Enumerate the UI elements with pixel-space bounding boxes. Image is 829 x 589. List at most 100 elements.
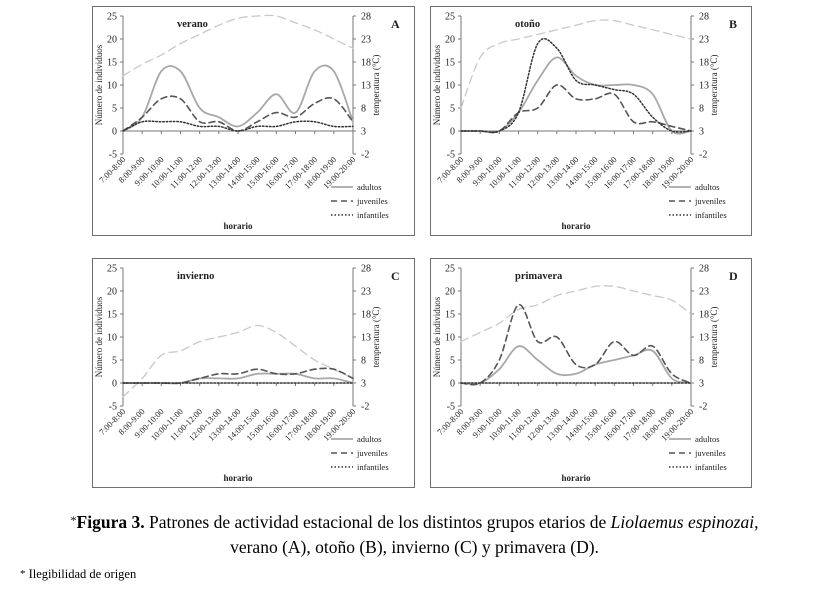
y-tick-label: 25 [107, 264, 117, 275]
legend-adultos-label: adultos [357, 182, 382, 192]
legend-juveniles-label: juveniles [694, 196, 726, 206]
y-tick-label: 20 [107, 35, 117, 46]
y2-tick-label: 13 [361, 333, 371, 344]
y-tick-label: 20 [445, 287, 455, 298]
y-tick-label: 20 [107, 287, 117, 298]
chart-c-title: invierno [177, 271, 214, 282]
chart-b-y2label: temperatura (°C) [709, 55, 719, 116]
y-tick-label: 5 [450, 104, 455, 115]
y-tick-label: -5 [109, 402, 117, 413]
y2-tick-label: 28 [699, 12, 709, 23]
legend-adultos-label: adultos [695, 434, 720, 444]
y2-tick-label: 13 [699, 81, 709, 92]
legend-infantiles-label: infantiles [357, 462, 389, 472]
chart-d-y2label: temperatura (°C) [709, 307, 719, 368]
series-adultos-line [460, 56, 692, 135]
y-tick-label: 15 [445, 310, 455, 321]
y2-tick-label: 3 [361, 379, 366, 390]
chart-b-letter: B [729, 17, 737, 31]
chart-a-svg: -50510152025-238131823287:00-8:008:00-9:… [94, 12, 400, 232]
series-adultos-line [460, 345, 692, 385]
series-temperatura-line [122, 324, 354, 398]
y-tick-label: 10 [445, 81, 455, 92]
caption-species: Liolaemus espinozai, [610, 512, 759, 532]
y2-tick-label: 3 [361, 127, 366, 138]
series-juveniles-line [122, 367, 354, 385]
chart-d-xlabel: horario [562, 473, 591, 483]
y2-tick-label: 13 [699, 333, 709, 344]
chart-panel-b: -5 0 5 10 15 20 25 -2 3 8 13 18 23 28 7:00-8:00 8:00-9:… [430, 6, 752, 236]
legend-juveniles-label: juveniles [694, 448, 726, 458]
y-tick-label: -5 [109, 150, 117, 161]
y2-tick-label: 8 [361, 104, 366, 115]
y-tick-label: 5 [112, 104, 117, 115]
y-tick-label: 5 [450, 356, 455, 367]
series-temperatura-line [122, 14, 354, 77]
series-temperatura-line [460, 19, 692, 109]
y2-tick-label: 18 [361, 310, 371, 321]
y2-tick-label: 3 [699, 379, 704, 390]
y2-tick-label: -2 [699, 402, 707, 413]
y2-tick-label: 18 [699, 310, 709, 321]
caption-line2: verano (A), otoño (B), invierno (C) y pr… [230, 537, 599, 557]
chart-b-title: otoño [515, 19, 540, 30]
chart-d-letter: D [729, 269, 738, 283]
series-adultos-line [122, 64, 354, 132]
chart-d-title: primavera [515, 271, 563, 282]
chart-b-ylabel: Número de individuos [432, 44, 442, 125]
chart-panel-a: -5 0 5 10 15 20 25 -2 3 8 13 18 23 28 7:00-8:00 8:00-9:… [92, 6, 415, 236]
caption-text: Patrones de actividad estacional de los … [148, 512, 607, 532]
y-tick-label: 25 [445, 264, 455, 275]
chart-b-svg: -50510152025-238131823287:00-8:008:00-9:… [432, 12, 737, 232]
y-tick-label: 20 [445, 35, 455, 46]
y-tick-label: 0 [450, 379, 455, 390]
y2-tick-label: 3 [699, 127, 704, 138]
chart-a-title: verano [177, 19, 208, 30]
footnote: * Ilegibilidad de origen [20, 567, 136, 582]
legend-adultos-label: adultos [695, 182, 720, 192]
caption-label: Figura 3. [76, 512, 145, 532]
series-temperatura-line [460, 285, 692, 343]
series-infantiles-line [122, 120, 354, 132]
y2-tick-label: 18 [699, 58, 709, 69]
legend-infantiles-label: infantiles [357, 210, 389, 220]
y2-tick-label: 23 [361, 35, 371, 46]
chart-c-y2label: temperatura (°C) [371, 307, 381, 368]
y-tick-label: 0 [112, 127, 117, 138]
legend-juveniles-label: juveniles [356, 448, 388, 458]
y2-tick-label: 13 [361, 81, 371, 92]
chart-b-xlabel: horario [562, 221, 591, 231]
chart-c-ylabel: Número de individuos [94, 296, 104, 377]
y2-tick-label: 8 [699, 104, 704, 115]
chart-c-xlabel: horario [224, 473, 253, 483]
chart-a-ylabel: Número de individuos [94, 44, 104, 125]
y-tick-label: 15 [445, 58, 455, 69]
footnote-marker: * [20, 568, 26, 580]
y-tick-label: 10 [107, 333, 117, 344]
y-tick-label: 0 [112, 379, 117, 390]
caption-marker: * [70, 513, 77, 527]
chart-a-letter: A [391, 17, 400, 31]
y-tick-label: 5 [112, 356, 117, 367]
y2-tick-label: 18 [361, 58, 371, 69]
y-tick-label: -5 [447, 402, 455, 413]
y2-tick-label: -2 [699, 150, 707, 161]
figure-caption: *Figura 3. Patrones de actividad estacio… [0, 508, 829, 560]
y2-tick-label: 23 [699, 287, 709, 298]
y2-tick-label: -2 [361, 150, 369, 161]
chart-a-y2label: temperatura (°C) [371, 55, 381, 116]
legend-adultos-label: adultos [357, 434, 382, 444]
y-tick-label: 15 [107, 58, 117, 69]
y-tick-label: 10 [107, 81, 117, 92]
chart-a-xlabel: horario [224, 221, 253, 231]
chart-d-svg: -50510152025-238131823287:00-8:008:00-9:… [432, 264, 738, 484]
legend-infantiles-label: infantiles [695, 462, 727, 472]
y-tick-label: -5 [447, 150, 455, 161]
y2-tick-label: 28 [361, 12, 371, 23]
chart-panel-c: -5 0 5 10 15 20 25 -2 3 8 13 18 23 28 7:00-8:00 8:00-9:… [92, 258, 415, 488]
y2-tick-label: 28 [361, 264, 371, 275]
chart-d-ylabel: Número de individuos [432, 296, 442, 377]
chart-c-letter: C [391, 269, 400, 283]
series-adultos-line [122, 372, 354, 385]
y2-tick-label: 8 [699, 356, 704, 367]
